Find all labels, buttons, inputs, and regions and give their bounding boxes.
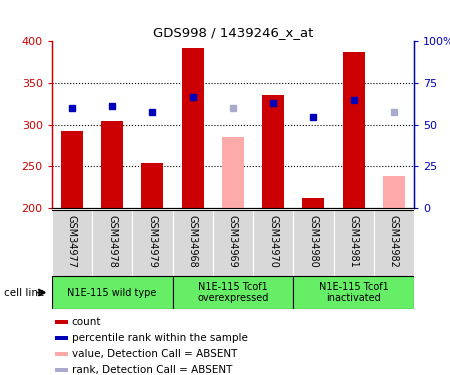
Bar [293,210,333,276]
Text: GSM34979: GSM34979 [148,215,157,268]
Bar [141,163,163,208]
Bar [293,276,414,309]
Bar [333,210,374,276]
Bar [55,336,68,340]
Bar [342,52,364,208]
Text: GSM34980: GSM34980 [308,215,319,268]
Bar [55,321,68,324]
Bar [132,210,172,276]
Text: GSM34968: GSM34968 [188,215,198,268]
Text: value, Detection Call = ABSENT: value, Detection Call = ABSENT [72,349,237,359]
Bar [302,198,324,208]
Text: GSM34982: GSM34982 [389,215,399,268]
Bar [181,48,204,208]
Bar [253,210,293,276]
Text: rank, Detection Call = ABSENT: rank, Detection Call = ABSENT [72,365,232,375]
Bar [132,41,172,208]
Bar [172,210,213,276]
Bar [213,210,253,276]
Bar [55,352,68,356]
Bar [374,210,414,276]
Text: GSM34981: GSM34981 [349,215,359,268]
Bar [262,94,284,208]
Text: GSM34970: GSM34970 [268,215,278,268]
Bar [172,276,293,309]
Bar [52,41,92,208]
Text: GSM34978: GSM34978 [107,215,117,268]
Bar [101,120,123,208]
Text: GSM34977: GSM34977 [67,215,77,268]
Text: cell line: cell line [4,288,45,297]
Bar [253,41,293,208]
Title: GDS998 / 1439246_x_at: GDS998 / 1439246_x_at [153,26,313,39]
Bar [333,41,374,208]
Text: count: count [72,317,101,327]
Bar [61,130,83,208]
Text: N1E-115 Tcof1
inactivated: N1E-115 Tcof1 inactivated [319,282,388,303]
Bar [52,276,172,309]
Bar [92,210,132,276]
Bar [222,137,244,208]
Text: N1E-115 wild type: N1E-115 wild type [68,288,157,297]
Bar [55,368,68,372]
Bar [52,210,92,276]
Bar [92,41,132,208]
Bar [213,41,253,208]
Text: percentile rank within the sample: percentile rank within the sample [72,333,248,344]
Text: GSM34969: GSM34969 [228,215,238,268]
Text: N1E-115 Tcof1
overexpressed: N1E-115 Tcof1 overexpressed [197,282,269,303]
Bar [172,41,213,208]
Bar [383,176,405,208]
Bar [293,41,333,208]
Bar [374,41,414,208]
